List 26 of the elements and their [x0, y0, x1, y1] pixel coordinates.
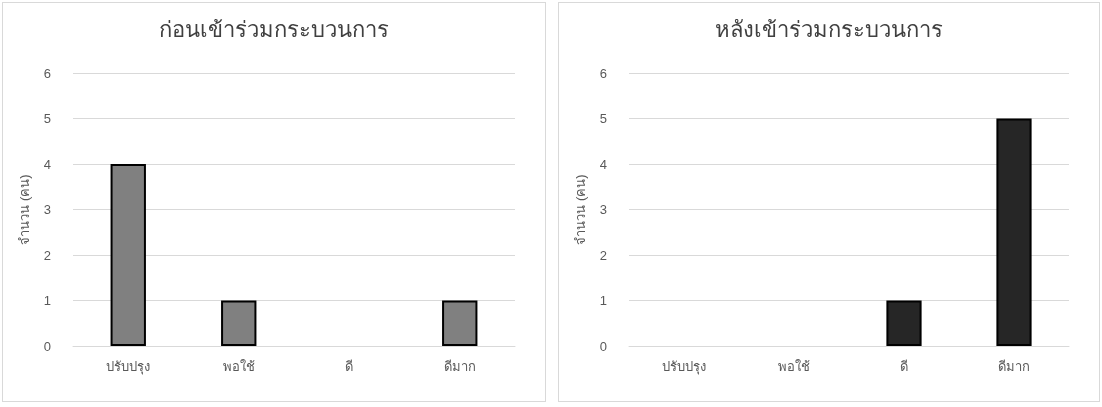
- chart-title: หลังเข้าร่วมกระบวนการ: [715, 16, 943, 42]
- x-tick-label: ดี: [345, 359, 354, 374]
- chart-title: ก่อนเข้าร่วมกระบวนการ: [159, 16, 389, 42]
- y-tick-label: 5: [43, 111, 51, 126]
- y-tick-label: 3: [43, 202, 51, 217]
- x-tick-label: พอใช้: [778, 359, 810, 374]
- x-tick-label: ดี: [900, 359, 908, 374]
- y-tick-label: 6: [599, 65, 607, 81]
- y-tick-label: 2: [599, 247, 607, 263]
- x-tick-label: ดีมาก: [998, 359, 1030, 374]
- y-tick-label: 5: [599, 111, 607, 126]
- x-tick-label: พอใช้: [222, 359, 255, 374]
- y-tick-label: 0: [599, 338, 607, 354]
- y-tick-label: 2: [43, 247, 51, 263]
- x-tick-label: ปรับปรุง: [106, 359, 151, 375]
- y-tick-label: 4: [599, 156, 607, 172]
- y-tick-label: 1: [43, 293, 51, 308]
- x-tick-label: ดีมาก: [443, 359, 476, 374]
- y-tick-label: 6: [43, 65, 51, 81]
- y-tick-label: 3: [599, 202, 607, 217]
- y-tick-label: 4: [43, 156, 51, 172]
- y-tick-label: 0: [43, 338, 51, 354]
- y-axis-title: จำนวน (คน): [573, 174, 588, 245]
- y-tick-label: 1: [599, 293, 607, 308]
- x-tick-label: ปรับปรุง: [662, 359, 706, 375]
- y-axis-title: จำนวน (คน): [17, 174, 32, 245]
